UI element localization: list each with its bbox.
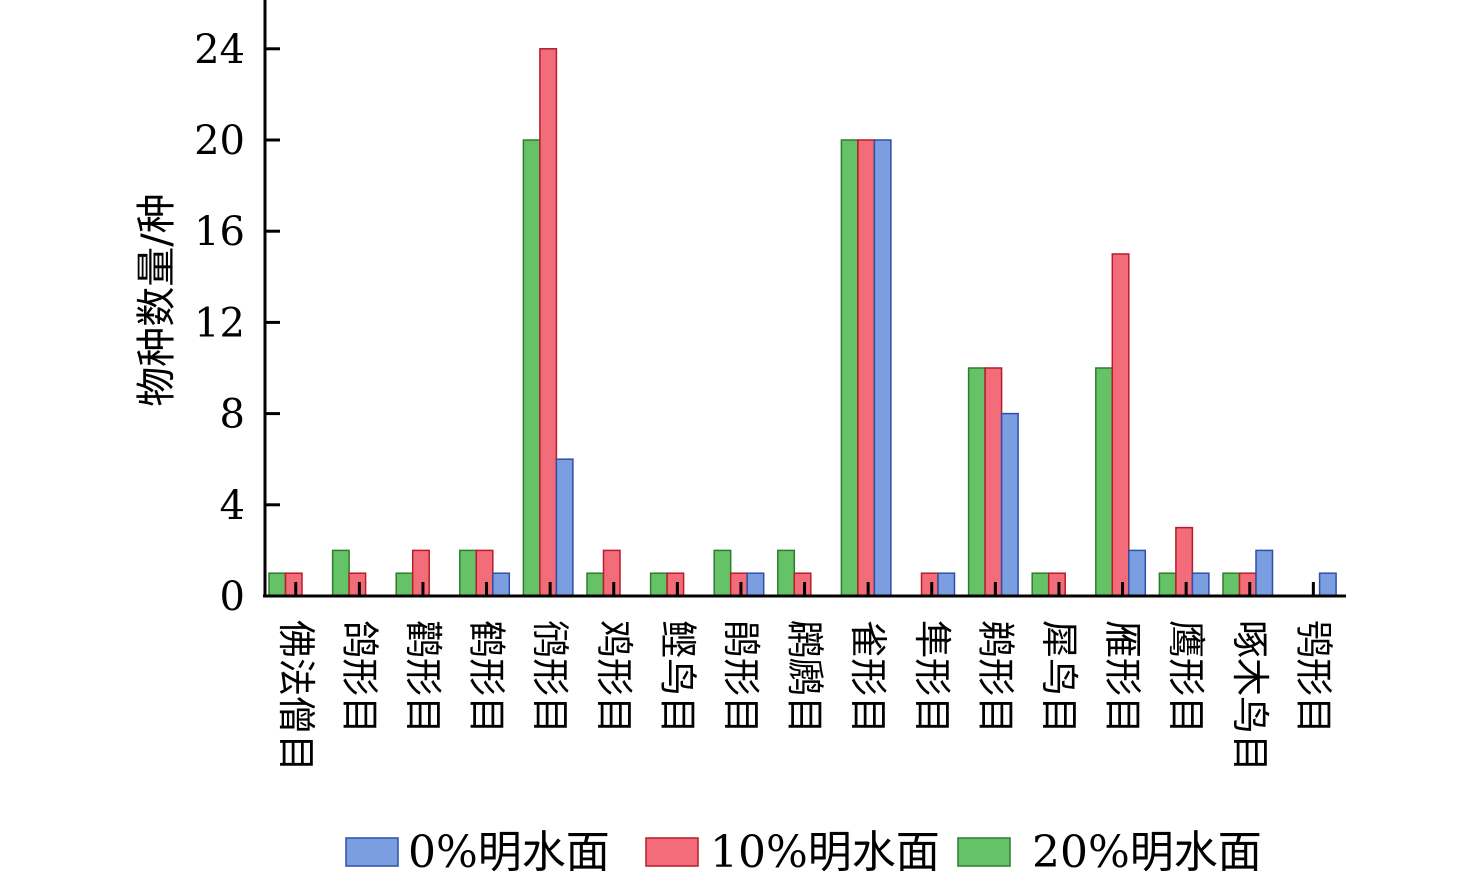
y-ticks-group: 0 4 8 12 16 20 24	[194, 27, 280, 620]
bar-7-2	[746, 572, 765, 597]
bar-3-0	[459, 549, 478, 597]
bar-11-2	[1000, 412, 1019, 597]
category-label-16: 鸮形目	[1291, 620, 1335, 734]
legend-label-2: 20%明水面	[1032, 827, 1262, 878]
bar-12-0	[1031, 572, 1050, 597]
category-label-6: 鲣鸟目	[655, 620, 699, 734]
category-label-8: 䴙䴘目	[783, 620, 827, 734]
bar-8-0	[777, 549, 796, 597]
bar-14-2	[1191, 572, 1210, 597]
bar-11-1	[984, 367, 1003, 597]
axes-group	[263, 0, 1346, 598]
category-labels-group: 佛法僧目 鸽形目 鹳形目 鹤形目 鸻形目 鸡形目 鲣鸟目 鹃形目 䴙䴘目 雀形目 隼形目 鹈形目 犀鸟目…	[274, 620, 1336, 772]
category-label-4: 鸻形目	[528, 620, 572, 734]
bar-16-2	[1318, 572, 1337, 597]
bar-15-1	[1238, 572, 1257, 597]
category-label-1: 鸽形目	[337, 620, 381, 734]
category-label-14: 鹰形目	[1164, 620, 1208, 734]
category-label-7: 鹃形目	[719, 620, 763, 734]
bar-10-2	[937, 572, 956, 597]
bar-15-0	[1222, 572, 1241, 597]
bar-13-2	[1128, 549, 1147, 597]
bar-4-2	[555, 458, 574, 597]
y-tick-label-6: 24	[194, 27, 245, 73]
bar-8-1	[793, 572, 812, 597]
bar-2-1	[411, 549, 430, 597]
category-label-11: 鹈形目	[973, 620, 1017, 734]
bar-9-1	[857, 139, 876, 597]
bar-15-2	[1255, 549, 1274, 597]
y-axis-label-group: 物种数量/种	[134, 193, 180, 406]
y-axis-label: 物种数量/种	[134, 193, 180, 406]
category-label-10: 隼形目	[910, 620, 954, 734]
bar-9-2	[873, 139, 892, 597]
bar-14-0	[1158, 572, 1177, 597]
category-label-13: 雁形目	[1101, 620, 1145, 734]
bar-2-0	[395, 572, 414, 597]
bar-0-0	[268, 572, 287, 597]
bar-1-0	[331, 549, 350, 597]
category-label-15: 啄木鸟目	[1228, 620, 1272, 772]
legend-label-1: 10%明水面	[710, 827, 940, 878]
bar-3-1	[475, 549, 494, 597]
bar-5-0	[586, 572, 605, 597]
category-label-5: 鸡形目	[592, 620, 636, 734]
bar-13-0	[1095, 367, 1114, 597]
legend-swatch-0	[345, 837, 399, 867]
bar-7-0	[713, 549, 732, 597]
x-ticks-group	[294, 582, 1315, 596]
legend-label-0: 0%明水面	[408, 827, 610, 878]
bar-13-1	[1111, 253, 1130, 597]
category-label-0: 佛法僧目	[274, 620, 318, 772]
bar-12-1	[1047, 572, 1066, 597]
category-label-2: 鹳形目	[401, 620, 445, 734]
bar-9-0	[840, 139, 859, 597]
bar-1-1	[348, 572, 367, 597]
bar-7-1	[729, 572, 748, 597]
category-label-12: 犀鸟目	[1037, 620, 1081, 734]
y-tick-label-1: 4	[220, 483, 245, 529]
y-tick-label-3: 12	[194, 300, 245, 346]
bar-10-1	[920, 572, 939, 597]
bar-6-1	[666, 572, 685, 597]
bars-group	[268, 48, 1337, 597]
bar-6-0	[649, 572, 668, 597]
bar-14-1	[1175, 526, 1194, 597]
bar-11-0	[967, 367, 986, 597]
bar-5-1	[602, 549, 621, 597]
bar-0-1	[284, 572, 303, 597]
y-tick-label-5: 20	[194, 118, 245, 164]
legend-swatch-2	[957, 837, 1011, 867]
legend: 0%明水面 10%明水面 20%明水面	[345, 827, 1262, 878]
category-label-9: 雀形目	[846, 620, 890, 734]
y-tick-label-4: 16	[194, 209, 245, 255]
y-tick-label-0: 0	[220, 574, 245, 620]
legend-swatch-1	[645, 837, 699, 867]
bar-4-1	[539, 48, 558, 597]
category-label-3: 鹤形目	[465, 620, 509, 734]
bar-4-0	[522, 139, 541, 597]
bar-3-2	[492, 572, 511, 597]
y-tick-label-2: 8	[220, 392, 245, 438]
